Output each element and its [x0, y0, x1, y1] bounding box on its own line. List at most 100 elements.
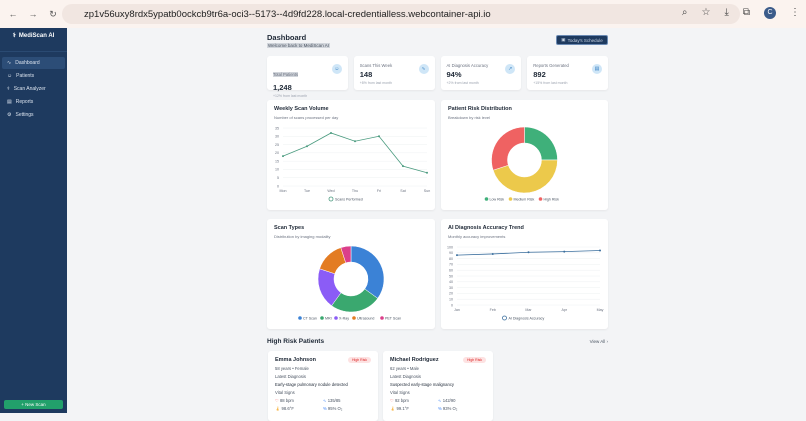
users-icon: ☺ — [7, 73, 13, 79]
profile-avatar[interactable]: C — [764, 7, 776, 19]
blood-pressure: ∿ 135/85 — [323, 398, 371, 403]
x-tick-label: May — [597, 308, 604, 312]
patient-card[interactable]: Michael Rodriguez High Risk 62 years • M… — [383, 351, 493, 421]
menu-icon[interactable]: ⋮ — [790, 7, 800, 18]
sidebar-item-dashboard[interactable]: ∿ Dashboard — [2, 57, 65, 69]
stat-label: AI Diagnosis Accuracy — [446, 63, 489, 68]
legend-label[interactable]: MRI — [325, 316, 332, 320]
legend-swatch — [502, 315, 507, 321]
extensions-icon[interactable]: ⧉ — [742, 7, 750, 18]
view-all-link[interactable]: View All › — [589, 339, 608, 344]
sidebar-item-label: Reports — [15, 99, 34, 105]
data-point[interactable] — [563, 250, 566, 253]
data-point[interactable] — [306, 145, 308, 148]
data-point[interactable] — [330, 131, 332, 134]
address-bar[interactable]: zp1v56uxy8rdx5ypatb0ockcb9tr6a-oci3--517… — [62, 4, 740, 24]
data-point[interactable] — [599, 249, 601, 252]
legend-label[interactable]: Low Risk — [490, 197, 505, 201]
legend-label[interactable]: Scans Performed — [335, 197, 363, 201]
diagnosis-label: Latest Diagnosis — [390, 374, 421, 379]
x-tick-label: Wed — [327, 189, 334, 193]
stat-card-reports: Reports Generated 892 +15% from last month… — [527, 56, 608, 90]
droplet-icon: % — [438, 406, 442, 411]
data-point[interactable] — [354, 140, 356, 143]
download-icon[interactable]: ⤓ — [724, 7, 729, 18]
legend-label[interactable]: CT Scan — [303, 316, 317, 320]
legend-label[interactable]: X-Ray — [339, 316, 349, 320]
pie-slice[interactable] — [340, 245, 352, 264]
patient-card[interactable]: Emma Johnson High Risk 58 years • Female… — [268, 351, 378, 421]
data-point[interactable] — [527, 251, 530, 254]
brand-name: MediScan AI — [18, 32, 55, 39]
o2-value: 95% O₂ — [327, 406, 343, 411]
legend-label[interactable]: Ultrasound — [357, 316, 374, 320]
bookmark-star-icon[interactable]: ☆ — [701, 7, 711, 18]
sidebar-item-label: Scan Analyzer — [13, 86, 46, 92]
sidebar-item-reports[interactable]: ▤ Reports — [2, 96, 65, 108]
bp-value: 142/90 — [442, 398, 456, 403]
legend-swatch — [538, 197, 543, 201]
oxygen: % 95% O₂ — [323, 406, 371, 412]
stat-value: 148 — [359, 70, 373, 79]
page-subtitle: Welcome back to MediScan AI — [267, 43, 330, 48]
data-point[interactable] — [282, 155, 284, 158]
y-tick-label: 20 — [275, 151, 279, 155]
file-icon: ▤ — [592, 64, 602, 74]
legend-label[interactable]: AI Diagnosis Accuracy — [509, 316, 545, 320]
trending-up-icon: ↗ — [505, 64, 516, 74]
pie-slice[interactable] — [491, 126, 525, 171]
risk-badge: High Risk — [348, 357, 371, 363]
data-point[interactable] — [456, 254, 458, 257]
sidebar-item-patients[interactable]: ☺ Patients — [2, 70, 65, 82]
legend-label[interactable]: High Risk — [544, 197, 560, 201]
x-tick-label: Jan — [454, 308, 460, 312]
reload-icon[interactable]: ↻ — [49, 8, 57, 19]
legend-label[interactable]: Medium Risk — [514, 197, 535, 201]
calendar-icon: ▣ — [561, 37, 566, 42]
heart-rate-value: 88 bpm — [279, 398, 294, 403]
data-point[interactable] — [426, 171, 428, 174]
sidebar-item-label: Settings — [15, 112, 34, 118]
patient-name: Michael Rodriguez — [390, 357, 439, 363]
users-icon: ☺ — [331, 64, 342, 74]
heart-rate-value: 92 bpm — [394, 398, 409, 403]
patient-risk-card: Patient Risk Distribution Breakdown by ri… — [441, 100, 608, 210]
x-tick-label: Thu — [352, 189, 358, 193]
activity-icon: ∿ — [438, 398, 442, 403]
heart-rate: ♡ 88 bpm — [275, 398, 323, 403]
data-point[interactable] — [491, 252, 494, 255]
x-tick-label: Sat — [400, 189, 405, 193]
pie-slice[interactable] — [524, 126, 558, 161]
stat-value: 892 — [533, 70, 546, 79]
y-tick-label: 25 — [275, 143, 279, 147]
sidebar-item-settings[interactable]: ⚙ Settings — [2, 109, 65, 121]
sidebar-item-scan-analyzer[interactable]: ⚕ Scan Analyzer — [2, 83, 65, 95]
o2-value: 93% O₂ — [442, 406, 458, 411]
pie-slice[interactable] — [492, 159, 558, 194]
chart-subtitle: Monthly accuracy improvements — [448, 234, 506, 239]
pie-slice[interactable] — [350, 245, 385, 299]
forward-icon[interactable]: → — [28, 9, 38, 19]
heart-icon: ♡ — [390, 398, 394, 403]
oxygen: % 93% O₂ — [438, 406, 486, 412]
y-tick-label: 30 — [449, 286, 453, 290]
legend-swatch — [328, 196, 334, 202]
sidebar: ⚕ MediScan AI ∿ Dashboard ☺ Patients ⚕ Scan … — [0, 28, 67, 413]
schedule-label: Today's Schedule — [567, 37, 603, 43]
x-tick-label: Apr — [561, 308, 567, 312]
x-tick-label: Sun — [424, 189, 430, 193]
y-tick-label: 90 — [449, 251, 453, 255]
y-tick-label: 20 — [449, 292, 453, 296]
todays-schedule-button[interactable]: ▣ Today's Schedule — [556, 35, 608, 45]
legend-label[interactable]: PET Scan — [385, 316, 401, 320]
thermometer-icon: 🌡 — [275, 406, 281, 411]
new-scan-button[interactable]: + New Scan — [4, 400, 63, 409]
data-point[interactable] — [378, 135, 380, 138]
stat-label: Reports Generated — [533, 63, 569, 68]
scan-icon: ⚕ — [7, 86, 10, 92]
data-point[interactable] — [402, 165, 404, 168]
zoom-icon[interactable]: ⌕ — [681, 7, 688, 18]
stat-value: 1,248 — [273, 83, 292, 92]
y-tick-label: 50 — [449, 274, 453, 278]
back-icon[interactable]: ← — [8, 9, 18, 19]
